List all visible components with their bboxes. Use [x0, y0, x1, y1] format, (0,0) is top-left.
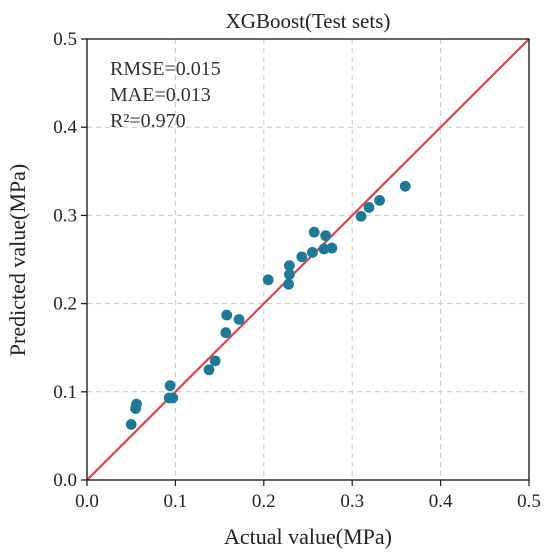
y-axis-label: Predicted value(MPa): [5, 164, 30, 356]
x-tick-label-2: 0.2: [252, 491, 276, 512]
axis-ticks: [81, 38, 530, 486]
y-tick-label-5: 0.5: [53, 29, 77, 50]
metric-rmse: RMSE=0.015: [110, 58, 221, 80]
scatter-point-10: [233, 314, 245, 325]
y-tick-label-0: 0.0: [53, 470, 77, 491]
scatter-point-12: [283, 278, 294, 290]
scatter-point-4: [164, 380, 176, 392]
x-tick-label-5: 0.5: [517, 491, 541, 512]
scatter-point-11: [262, 274, 274, 286]
scatter-point-0: [125, 419, 137, 430]
x-tick-label-3: 0.3: [340, 491, 364, 512]
scatter-point-5: [167, 392, 179, 404]
reference-line-layer: [86, 38, 530, 481]
metrics-box: RMSE=0.015 MAE=0.013 R²=0.970: [110, 58, 221, 132]
y-tick-label-3: 0.3: [53, 205, 77, 226]
scatter-point-20: [326, 242, 338, 254]
plot-frame: [86, 38, 530, 481]
x-tick-label-4: 0.4: [429, 491, 453, 512]
y-tick-label-4: 0.4: [53, 117, 77, 138]
scatter-points: [125, 180, 411, 430]
y-tick-label-1: 0.1: [53, 382, 77, 403]
x-tick-label-1: 0.1: [164, 491, 188, 512]
scatter-point-14: [284, 260, 295, 272]
scatter-point-18: [318, 243, 330, 255]
scatter-point-2: [131, 398, 142, 410]
scatter-point-16: [307, 247, 318, 258]
axis-tick-labels: 0.0 0.1 0.2 0.3 0.4 0.5 0.0 0.1 0.2 0.3 0.4 0.5: [53, 29, 541, 512]
grid-lines: [87, 39, 529, 480]
scatter-point-9: [221, 309, 233, 321]
x-axis-label: Actual value(MPa): [224, 524, 392, 549]
scatter-point-23: [374, 195, 386, 206]
y-tick-label-2: 0.2: [53, 294, 77, 315]
scatter-point-6: [203, 364, 215, 376]
x-tick-label-0: 0.0: [75, 491, 99, 512]
metric-r2: R²=0.970: [110, 110, 186, 132]
scatter-point-8: [220, 327, 232, 339]
chart-title: XGBoost(Test sets): [226, 9, 391, 33]
scatter-point-19: [320, 230, 332, 242]
scatter-point-22: [363, 202, 375, 213]
metric-mae: MAE=0.013: [110, 84, 211, 106]
reference-line: [86, 38, 530, 481]
scatter-point-24: [399, 180, 411, 192]
scatter-point-13: [284, 269, 295, 280]
scatter-point-21: [355, 210, 367, 222]
scatter-point-17: [308, 226, 320, 238]
scatter-point-7: [209, 355, 221, 367]
scatter-point-15: [296, 251, 308, 263]
